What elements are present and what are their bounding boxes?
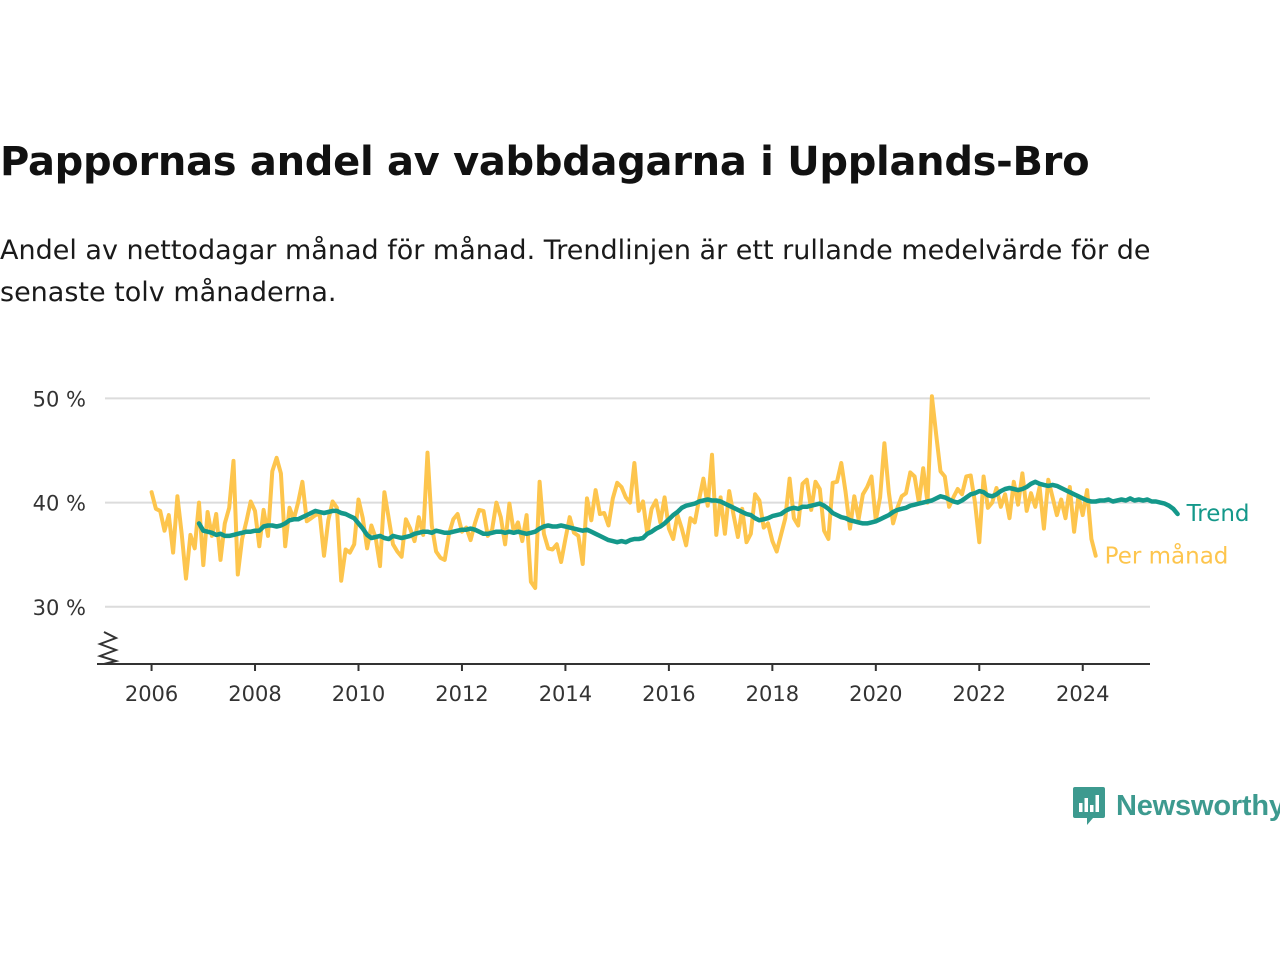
brand-name: Newsworthy [1116,789,1280,822]
x-tick-label-2024: 2024 [1056,682,1109,706]
series-line-monthly [149,394,1098,590]
x-tick-label-2018: 2018 [746,682,799,706]
x-tick-label-2010: 2010 [332,682,385,706]
x-axis [96,631,1150,665]
chart-title: Pappornas andel av vabbdagarna i Uppland… [0,139,1090,185]
series-lines [149,394,1180,590]
x-axis-ticks: 2006 2008 2010 2012 2014 2016 2018 2020 2022 2024 [125,664,1109,706]
x-tick-label-2014: 2014 [539,682,592,706]
newsworthy-brand: Newsworthy [1072,785,1280,827]
newsworthy-logo-icon [1073,787,1105,825]
x-tick-label-2008: 2008 [228,682,281,706]
line-chart: 30 % 40 % 50 % 2006 2008 2010 2012 2014 2016 201… [33,387,1250,706]
x-tick-label-2020: 2020 [849,682,902,706]
series-labels: Per månad Trend [1105,501,1250,570]
x-tick-label-2012: 2012 [435,682,488,706]
x-tick-label-2006: 2006 [125,682,178,706]
series-label-monthly: Per månad [1105,542,1229,570]
x-tick-label-2022: 2022 [953,682,1006,706]
x-tick-label-2016: 2016 [642,682,695,706]
series-line-trend [196,479,1180,545]
y-tick-label-30: 30 % [33,596,86,620]
chart-subtitle: Andel av nettodagar månad för månad. Tre… [0,235,1151,308]
axis-break-icon [96,631,120,665]
y-axis-tick-labels: 30 % 40 % 50 % [33,387,86,619]
y-tick-label-40: 40 % [33,492,86,516]
series-label-trend: Trend [1186,501,1250,527]
y-tick-label-50: 50 % [33,387,86,411]
